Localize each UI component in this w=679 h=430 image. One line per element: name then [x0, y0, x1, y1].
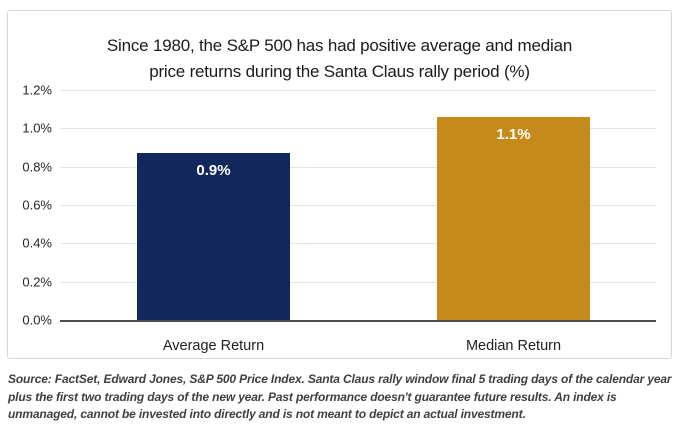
y-tick-label: 0.6%	[22, 197, 52, 213]
gridline	[60, 90, 656, 91]
bar-value-label: 0.9%	[196, 162, 231, 180]
gridline	[60, 128, 656, 130]
y-tick-label: 1.0%	[22, 120, 52, 136]
bar-average-return: 0.9%	[137, 153, 290, 320]
chart-title: Since 1980, the S&P 500 has had positive…	[8, 33, 671, 85]
gridline	[60, 166, 656, 168]
source-note: Source: FactSet, Edward Jones, S&P 500 P…	[8, 372, 672, 421]
y-tick-label: 0.0%	[22, 312, 52, 328]
x-axis-label-median-return: Median Return	[465, 338, 562, 354]
bar-median-return: 1.1%	[437, 116, 590, 320]
x-axis-label-average-return: Average Return	[162, 338, 265, 354]
plot-area: 1.2% 1.0% 0.8% 0.6% 0.4% 0.2% 0.0% 0.9% …	[22, 83, 656, 328]
gridline	[60, 281, 656, 283]
y-tick-label: 0.2%	[22, 274, 52, 290]
y-tick-label: 0.8%	[22, 159, 52, 175]
gridline	[60, 243, 656, 245]
chart-title-line2: price returns during the Santa Claus ral…	[149, 62, 530, 81]
y-tick-label: 0.4%	[22, 235, 52, 251]
chart-title-line1: Since 1980, the S&P 500 has had positive…	[106, 36, 573, 55]
y-tick-label: 1.2%	[22, 82, 52, 98]
gridline	[60, 205, 656, 206]
bar-value-label: 1.1%	[496, 125, 531, 143]
